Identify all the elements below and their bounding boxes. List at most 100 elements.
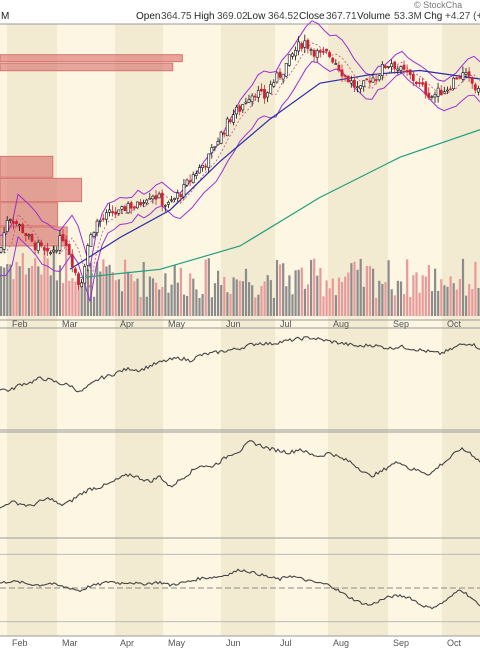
candle-body (194, 173, 198, 176)
candlestick (393, 61, 397, 74)
volume-bar (31, 265, 34, 316)
candle-body (306, 39, 310, 49)
candle-body (294, 49, 297, 57)
candle-body (148, 197, 152, 200)
candlestick (92, 231, 96, 239)
volume-bar (173, 264, 176, 316)
candle-body (266, 92, 270, 98)
candlestick (120, 205, 124, 214)
volume-bar (477, 288, 480, 316)
candlestick (191, 171, 195, 184)
moving-average-layer (0, 20, 480, 302)
candle-body (157, 193, 161, 199)
candlestick (163, 204, 167, 212)
volume-bar (192, 278, 195, 316)
candlestick (418, 77, 421, 87)
candle-body (244, 101, 248, 104)
candlestick-layer (0, 34, 480, 290)
volume-bar (77, 278, 80, 316)
volume-bar (161, 286, 164, 316)
volume-bar (449, 276, 452, 316)
indicator-layer (0, 336, 480, 610)
volume-bar (58, 265, 62, 316)
volume-bar (232, 277, 235, 316)
volume-bar (248, 282, 251, 316)
candle-body (36, 242, 40, 251)
candle-body (442, 91, 446, 94)
volume-bar (334, 295, 337, 316)
candle-body (309, 49, 313, 51)
volume-bar (359, 258, 362, 316)
candlestick (167, 200, 170, 209)
volume-bar (421, 275, 424, 316)
candlestick (461, 66, 465, 83)
candlestick (405, 64, 409, 76)
volume-bar (179, 267, 182, 316)
volume-bar (331, 278, 334, 316)
candlestick (198, 164, 201, 174)
candlestick (464, 67, 468, 79)
volume-bar (89, 262, 93, 316)
volume-bar (372, 268, 375, 316)
candle-body (182, 184, 186, 198)
volume-bar (34, 258, 37, 316)
candle-body (198, 167, 201, 174)
volume-bar (316, 275, 319, 316)
volume-bar (164, 273, 167, 316)
header-high-label: High (194, 11, 215, 22)
volume-bar (282, 263, 285, 316)
candle-body (114, 211, 118, 215)
volume-profile-bar (0, 155, 54, 178)
bollinger-upper-band (0, 20, 480, 268)
candle-body (312, 49, 316, 57)
volume-bar (266, 275, 269, 316)
candle-body (303, 40, 307, 48)
candle-body (390, 63, 394, 68)
volume-bar (368, 265, 372, 316)
candlestick (278, 68, 282, 81)
candlestick (371, 73, 375, 83)
candle-body (253, 95, 257, 98)
candlestick (24, 232, 28, 242)
candle-body (33, 242, 37, 251)
candle-body (278, 71, 282, 78)
candlestick (95, 218, 99, 237)
candle-body (331, 57, 335, 63)
candle-body (445, 89, 449, 92)
volume-bar (217, 270, 220, 316)
candle-body (383, 65, 387, 69)
volume-bar (294, 270, 297, 316)
candle-body (300, 43, 304, 49)
candle-body (241, 104, 245, 111)
candlestick (210, 143, 214, 159)
volume-bar (176, 282, 179, 316)
volume-bar (124, 259, 127, 316)
volume-bar (83, 267, 86, 316)
price-month-label: Apr (120, 319, 134, 329)
volume-bar (406, 259, 409, 316)
volume-bar (207, 258, 210, 316)
volume-layer (0, 245, 480, 316)
candle-body (352, 79, 356, 88)
candle-body (80, 282, 84, 288)
candlestick (145, 198, 149, 206)
candlestick (52, 245, 56, 254)
candlestick (216, 137, 220, 146)
candlestick (98, 219, 102, 228)
volume-bar (148, 276, 151, 316)
candle-body (77, 273, 80, 285)
candlestick (356, 81, 359, 93)
candle-body (27, 234, 31, 237)
candlestick (455, 76, 459, 80)
volume-bar (415, 272, 418, 316)
candle-body (204, 165, 208, 168)
candlestick (325, 48, 328, 54)
candlestick (387, 66, 390, 69)
volume-profile-bar (0, 202, 59, 227)
candle-body (108, 209, 111, 213)
candle-body (83, 266, 87, 284)
volume-bar (12, 279, 15, 316)
month-band (442, 24, 480, 636)
candlestick (179, 192, 183, 203)
candle-body (365, 78, 369, 81)
